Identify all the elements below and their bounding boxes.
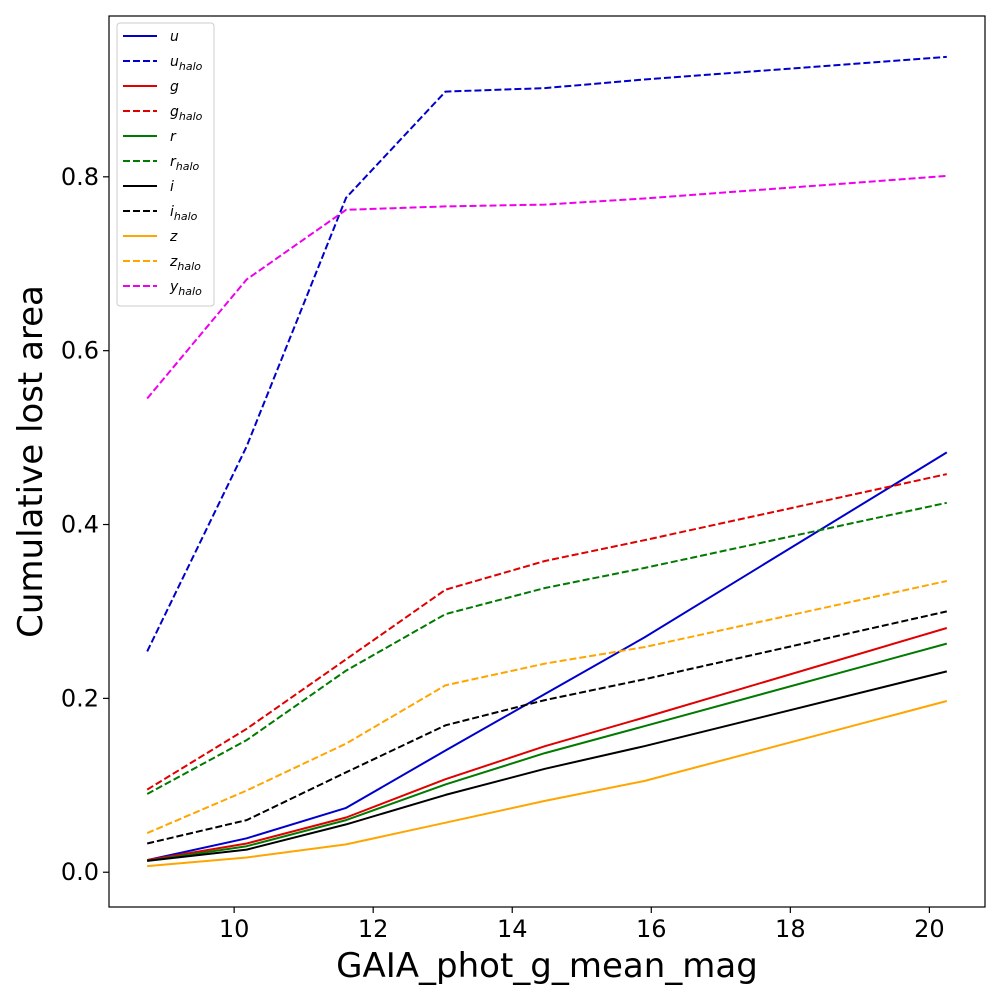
legend-entry-z: z [169,229,178,245]
series-line-r-halo [146,501,948,795]
y-tick-label: 0.2 [61,684,99,712]
series-line-y-halo [146,174,947,400]
series-line-u-halo [146,55,947,652]
series-line-r [147,642,948,862]
plot-frame [108,15,986,908]
legend-entry-u-halo: uhalo [170,54,203,73]
y-tick-label: 0.4 [61,511,99,539]
x-axis-ticks: 10 12 14 16 18 20 [219,907,945,943]
series-line-g [147,627,948,862]
series-line-i [147,670,948,862]
x-tick-label: 18 [775,915,806,943]
legend-entry-i-halo: ihalo [170,204,198,223]
legend-entry-g: g [170,79,179,95]
series-line-z [147,700,948,868]
series-line-z-halo [146,580,948,835]
x-tick-label: 12 [358,915,389,943]
y-tick-label: 0.0 [61,858,99,886]
x-tick-label: 20 [914,915,945,943]
y-tick-label: 0.6 [61,337,99,365]
series-line-i-halo [146,610,948,845]
x-tick-label: 14 [497,915,528,943]
y-axis-label: Cumulative lost area [11,285,51,638]
legend-entry-r: r [170,129,177,145]
x-tick-label: 16 [636,915,667,943]
legend-entry-u: u [170,29,179,45]
y-tick-label: 0.8 [61,163,99,191]
legend-entry-g-halo: ghalo [170,104,203,123]
series-line-u [146,451,948,862]
series-line-g-halo [146,473,948,791]
legend-entry-y-halo: yhalo [169,279,202,298]
legend-entry-i: i [170,179,174,195]
plot-lines [146,55,948,868]
y-axis-ticks: 0.0 0.2 0.4 0.6 0.8 [61,163,109,886]
legend: u uhalo g ghalo r rhalo i ihalo z zhalo yhalo [116,22,215,307]
x-tick-label: 10 [219,915,250,943]
x-axis-label: GAIA_phot_g_mean_mag [336,946,758,986]
legend-entry-z-halo: zhalo [169,254,201,273]
legend-entry-r-halo: rhalo [170,154,200,173]
